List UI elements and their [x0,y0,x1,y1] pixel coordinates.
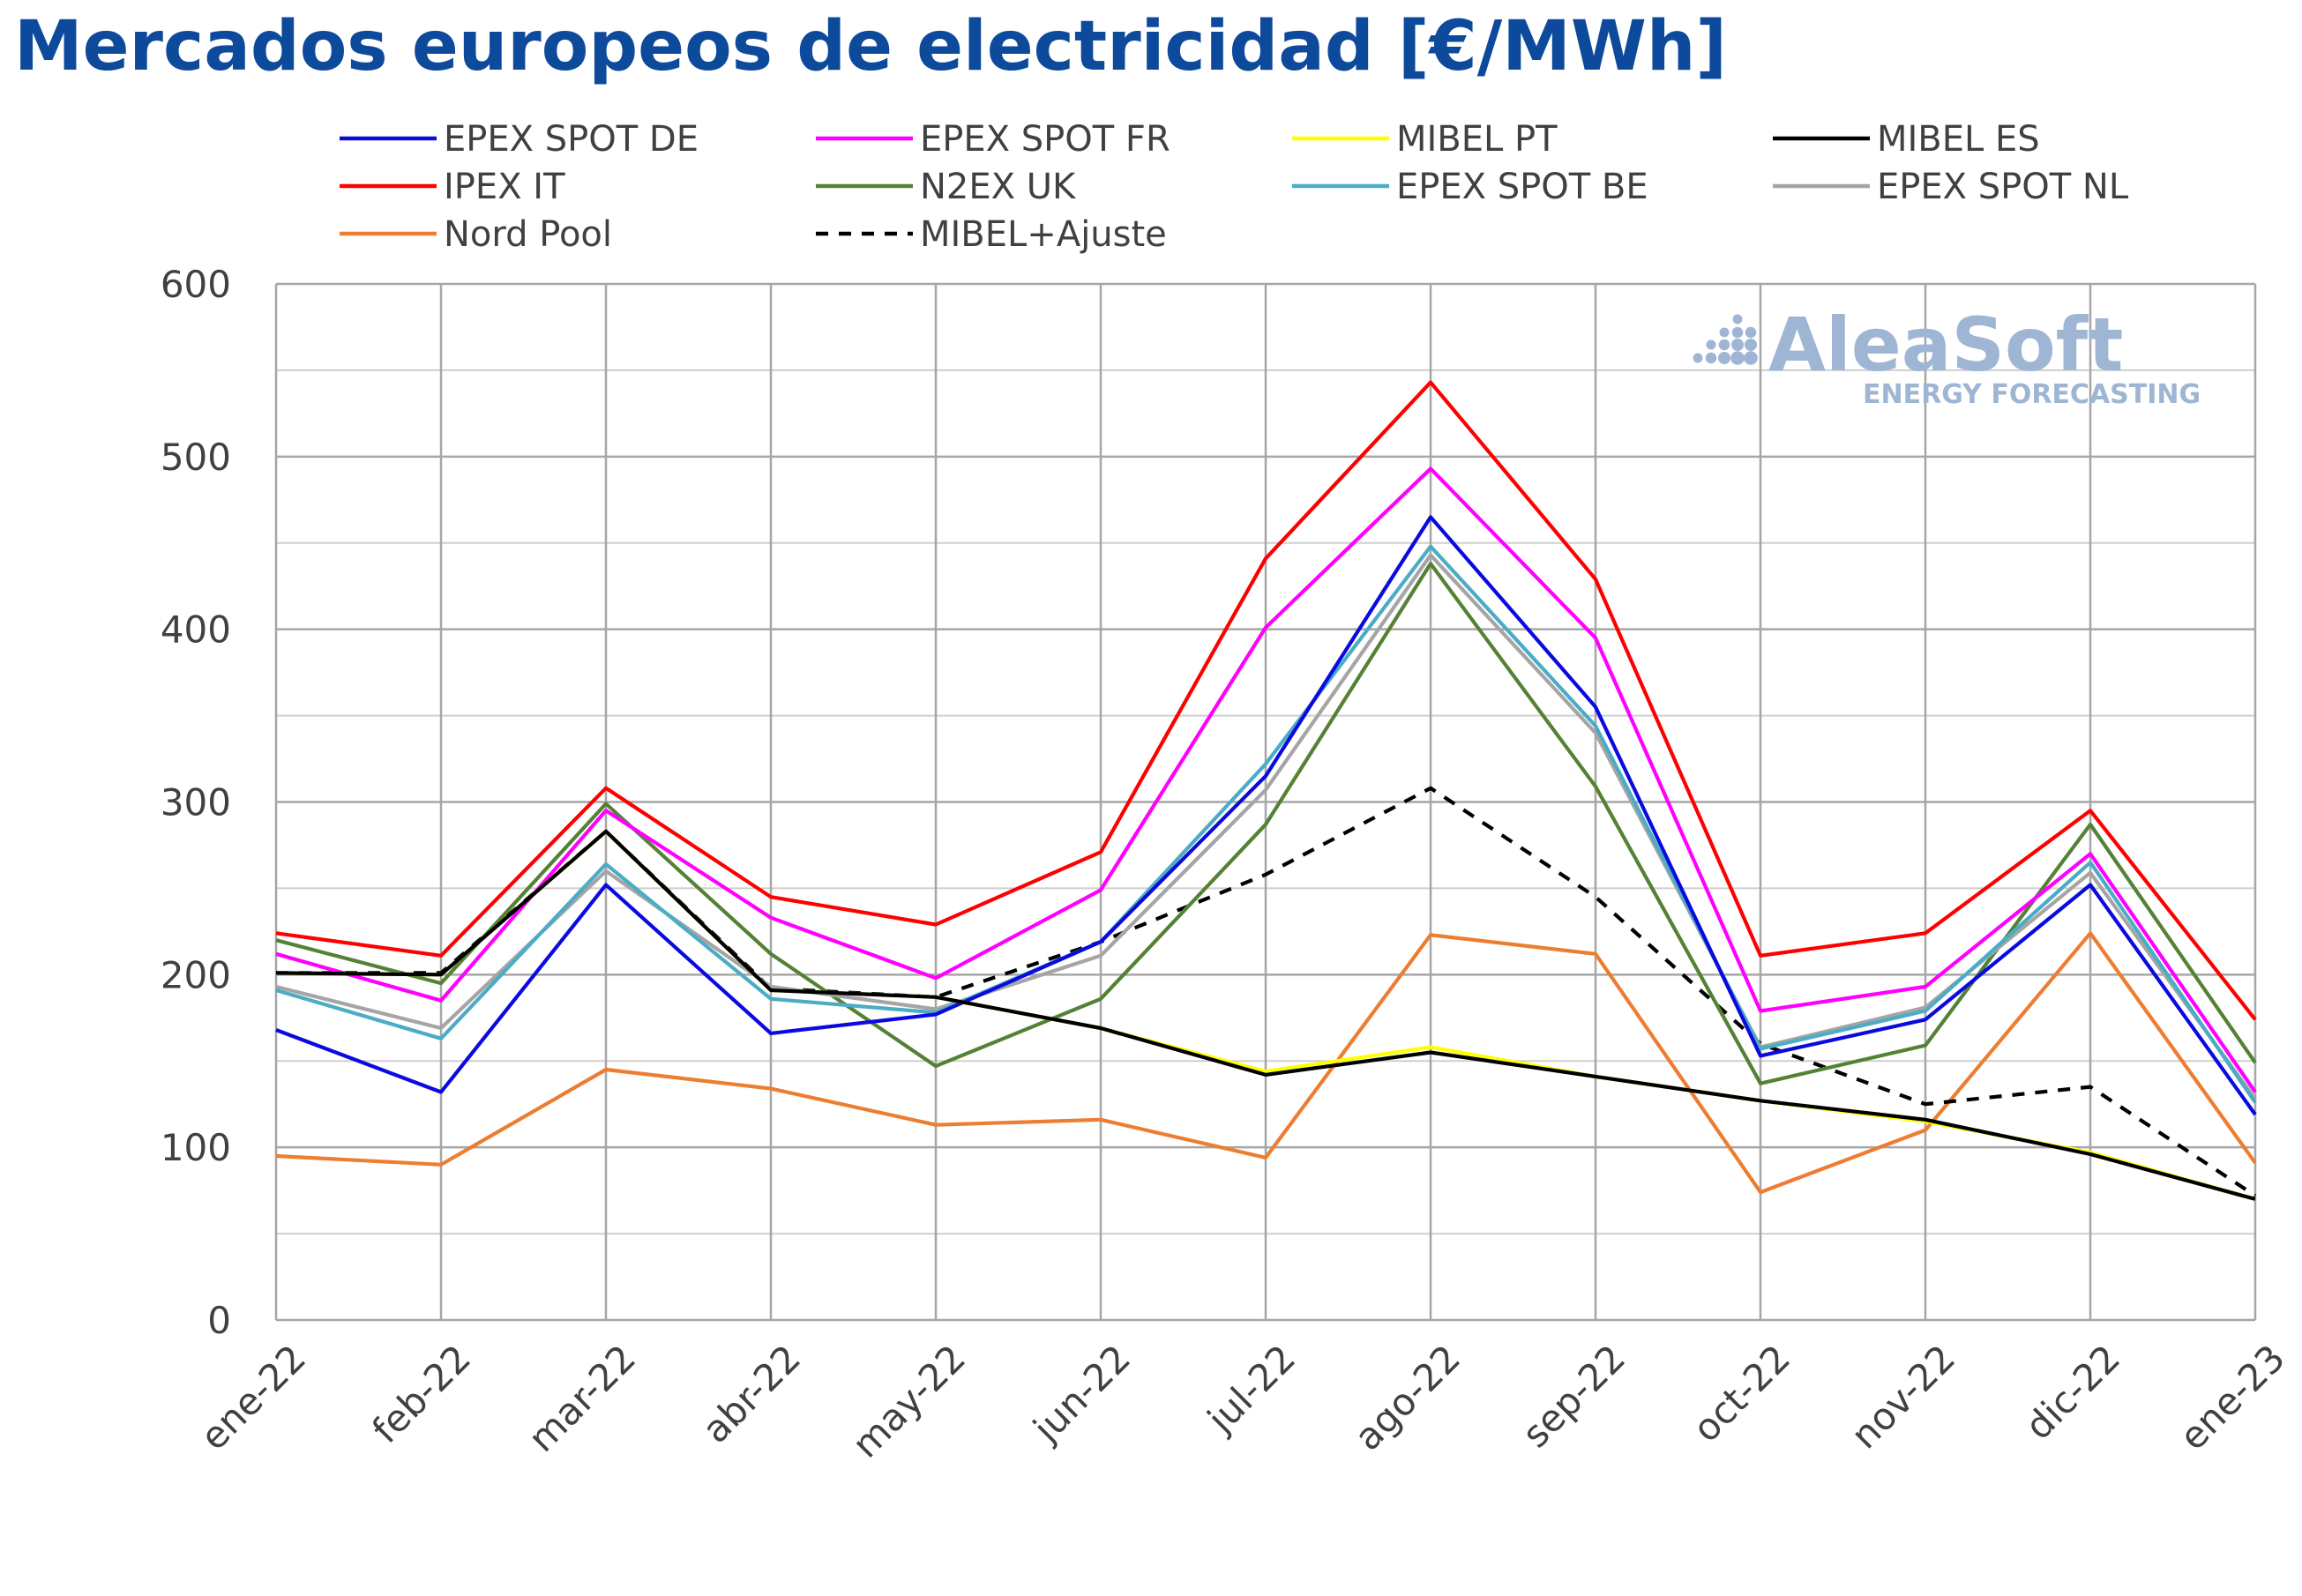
y-tick-label: 300 [161,781,231,824]
series-line-nord-pool [275,931,2257,1195]
legend-label: N2EX UK [920,167,1077,207]
legend-label: EPEX SPOT FR [920,119,1170,160]
x-tick-label: jul-22 [1199,1336,1304,1441]
x-tick-label: mar-22 [520,1336,645,1460]
x-tick-label: abr-22 [694,1336,810,1451]
y-tick-label: 600 [161,263,231,306]
y-tick-label: 200 [161,953,231,996]
watermark-dot [1744,351,1758,365]
watermark-dot [1706,339,1716,350]
watermark-dot [1705,352,1717,364]
series-line-ipex-it [275,380,2257,1021]
y-tick-label: 500 [161,436,231,479]
y-tick-label: 0 [207,1299,231,1342]
watermark-dot [1693,353,1703,363]
x-tick-label: ene-22 [192,1336,315,1458]
y-tick-label: 100 [161,1126,231,1169]
plot-area [275,380,2257,1201]
y-tick-label: 400 [161,608,231,652]
legend-item-nord-pool: Nord Pool [340,214,612,255]
watermark-dot [1717,351,1731,365]
legend-item-epex-spot-be: EPEX SPOT BE [1292,167,1648,207]
watermark-dot [1730,338,1745,352]
legend: EPEX SPOT DE EPEX SPOT FR MIBEL PT MIBEL ES… [340,119,2129,255]
series-line-epex-spot-fr [275,466,2257,1093]
watermark-dot [1731,326,1744,339]
series-line-epex-spot-be [275,544,2257,1104]
legend-item-mibel-pt: MIBEL PT [1292,119,1558,160]
watermark-dot [1718,339,1730,351]
legend-label: EPEX SPOT BE [1396,167,1648,207]
x-axis: ene-22 feb-22 mar-22 abr-22 may-22 jun-22 jul-… [192,1336,2294,1465]
legend-label: EPEX SPOT DE [444,119,699,160]
x-tick-label: nov-22 [1842,1336,1963,1457]
chart-title: Mercados europeos de electricidad [€/MWh… [14,7,1728,86]
x-tick-label: sep-22 [1513,1336,1633,1456]
series-line-mibel-es [275,829,2256,1201]
x-tick-label: may-22 [844,1336,974,1465]
x-tick-label: ene-23 [2171,1336,2294,1458]
watermark-dot [1745,326,1757,339]
legend-item-mibel-ajuste: MIBEL+Ajuste [816,214,1167,255]
watermark-dot [1744,338,1758,352]
legend-item-ipex-it: IPEX IT [340,167,565,207]
y-axis: 0 100 200 300 400 500 600 [161,263,231,1342]
x-tick-label: ago-22 [1346,1336,1469,1458]
legend-label: Nord Pool [444,214,612,255]
legend-label: IPEX IT [444,167,565,207]
series-line-epex-spot-nl [275,553,2257,1100]
x-tick-label: jun-22 [1024,1336,1139,1451]
watermark-dot [1732,314,1743,324]
series-line-n2ex-uk [275,562,2257,1085]
x-tick-label: dic-22 [2017,1336,2129,1448]
legend-label: MIBEL PT [1396,119,1558,160]
legend-item-n2ex-uk: N2EX UK [816,167,1077,207]
x-tick-label: oct-22 [1685,1336,1798,1450]
legend-label: EPEX SPOT NL [1877,167,2129,207]
series-line-mibel-ajuste [276,786,2257,1197]
legend-label: MIBEL ES [1877,119,2040,160]
x-tick-label: feb-22 [363,1336,479,1451]
legend-item-mibel-es: MIBEL ES [1773,119,2040,160]
watermark-brand: AleaSoft [1768,302,2123,388]
watermark-dot [1730,351,1745,365]
legend-item-epex-spot-fr: EPEX SPOT FR [816,119,1170,160]
legend-item-epex-spot-nl: EPEX SPOT NL [1773,167,2129,207]
watermark-dot [1719,327,1730,338]
series-line-epex-spot-de [275,515,2257,1116]
legend-label: MIBEL+Ajuste [920,214,1167,255]
grid [274,282,2257,1322]
watermark-tagline: ENERGY FORECASTING [1863,379,2201,410]
legend-item-epex-spot-de: EPEX SPOT DE [340,119,699,160]
